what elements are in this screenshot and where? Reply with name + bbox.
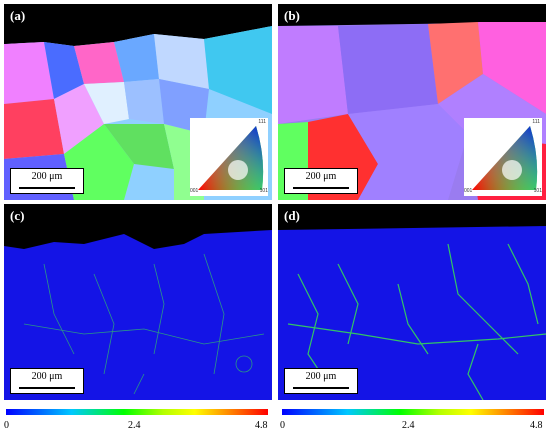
scale-bar-label: 200 μm: [31, 371, 63, 382]
scale-bar-line: [19, 387, 75, 389]
ebsd-ipf-map-b: (b) 200 μm 001 101 111: [278, 4, 546, 200]
kam-field-c: [4, 204, 272, 400]
ipf-label-101: 101: [259, 188, 268, 194]
kam-map-d: (d) 200 μm: [278, 204, 546, 400]
panel-label: (d): [284, 208, 300, 223]
kam-field-d: [278, 204, 546, 400]
kam-colorbar-d: [282, 409, 544, 415]
panel-label: (b): [284, 8, 300, 23]
ipf-color-key: 001 101 111: [190, 118, 268, 196]
scale-bar: 200 μm: [10, 368, 84, 394]
ipf-label-001: 001: [464, 188, 473, 194]
ipf-label-111: 111: [258, 119, 266, 125]
kam-colorbar-c: [6, 409, 268, 415]
panel-label: (c): [10, 208, 25, 223]
colorbar-tick: 4.8: [255, 420, 268, 431]
scale-bar-line: [19, 187, 75, 189]
scale-bar-label: 200 μm: [305, 371, 337, 382]
scale-bar-label: 200 μm: [305, 171, 337, 182]
ebsd-ipf-map-a: (a) 200 μm 001 101 111: [4, 4, 272, 200]
scale-bar-line: [293, 387, 349, 389]
scale-bar-label: 200 μm: [31, 171, 63, 182]
scale-bar: 200 μm: [284, 368, 358, 394]
colorbar-tick: 0: [4, 420, 9, 431]
scale-bar: 200 μm: [10, 168, 84, 194]
colorbar-tick: 0: [280, 420, 285, 431]
ipf-triangle-icon: [198, 126, 264, 190]
scale-bar: 200 μm: [284, 168, 358, 194]
ipf-triangle-icon: [472, 126, 538, 190]
panel-label: (a): [10, 8, 26, 23]
ipf-label-101: 101: [533, 188, 542, 194]
colorbar-tick: 2.4: [128, 420, 141, 431]
scale-bar-line: [293, 187, 349, 189]
ipf-label-001: 001: [190, 188, 199, 194]
colorbar-tick: 2.4: [402, 420, 415, 431]
ipf-label-111: 111: [532, 119, 540, 125]
colorbar-tick: 4.8: [530, 420, 543, 431]
ipf-color-key: 001 101 111: [464, 118, 542, 196]
kam-map-c: (c) 200 μm: [4, 204, 272, 400]
